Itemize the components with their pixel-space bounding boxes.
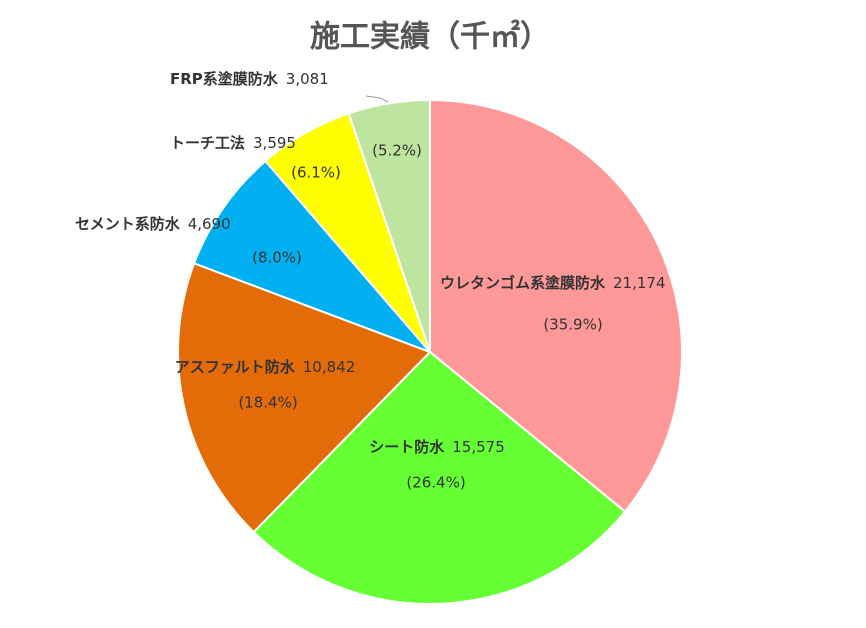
- pie-slice: [429, 98, 683, 513]
- category-label: アスファルト防水: [175, 358, 296, 376]
- pie-slice: [252, 350, 627, 605]
- percent-label: (8.0%): [252, 249, 302, 267]
- pie-slice: [192, 159, 431, 353]
- percent-label: (6.1%): [291, 164, 341, 182]
- value-label: 3,081: [286, 70, 329, 88]
- value-label: 4,690: [188, 215, 231, 233]
- value-label: 3,595: [253, 134, 296, 152]
- value-label: 21,174: [613, 274, 666, 292]
- data-label: セメント系防水 4,690: [75, 215, 231, 233]
- category-label: FRP系塗膜防水: [170, 70, 279, 88]
- percent-label: (35.9%): [543, 316, 602, 334]
- pie-slice: [177, 262, 432, 534]
- value-label: 15,575: [452, 438, 505, 456]
- data-label: シート防水 15,575: [369, 438, 505, 456]
- data-label: アスファルト防水 10,842: [175, 358, 356, 376]
- chart-title: 施工実績（千㎡）: [310, 20, 550, 55]
- data-label: FRP系塗膜防水 3,081: [170, 70, 329, 88]
- leader-line: [365, 95, 389, 103]
- percent-label: (18.4%): [238, 394, 297, 412]
- category-label: シート防水: [369, 438, 445, 456]
- percent-label: (26.4%): [406, 474, 465, 492]
- category-label: ウレタンゴム系塗膜防水: [440, 274, 606, 292]
- data-label: ウレタンゴム系塗膜防水 21,174: [440, 274, 666, 292]
- value-label: 10,842: [303, 358, 356, 376]
- data-label: トーチ工法 3,595: [170, 134, 296, 152]
- percent-label: (5.2%): [372, 142, 422, 160]
- category-label: トーチ工法: [170, 134, 245, 152]
- pie-slice: [347, 98, 431, 353]
- category-label: セメント系防水: [75, 215, 181, 233]
